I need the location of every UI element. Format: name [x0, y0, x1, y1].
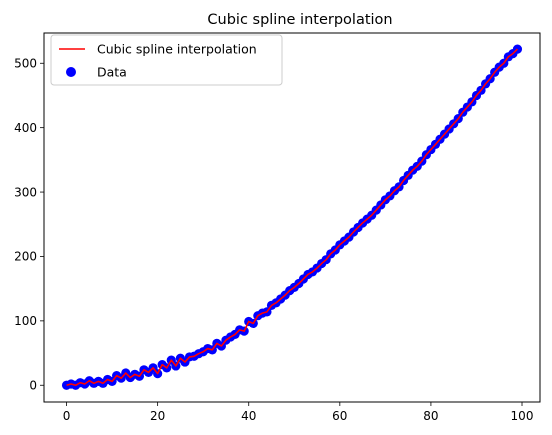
- x-tick-label: 100: [511, 409, 534, 423]
- x-tick-label: 0: [63, 409, 71, 423]
- legend-label-spline: Cubic spline interpolation: [97, 42, 257, 57]
- x-axis-ticks: 0 20 40 60 80 100: [63, 402, 534, 423]
- y-tick-label: 200: [14, 250, 37, 264]
- spline-line: [66, 48, 519, 387]
- y-tick-label: 500: [14, 56, 37, 70]
- y-axis-ticks: 0 100 200 300 400 500: [14, 56, 44, 392]
- x-tick-label: 80: [423, 409, 438, 423]
- y-tick-label: 400: [14, 121, 37, 135]
- legend-swatch-data: [66, 67, 76, 77]
- y-tick-label: 300: [14, 185, 37, 199]
- chart-title: Cubic spline interpolation: [207, 12, 392, 28]
- legend-label-data: Data: [97, 65, 127, 80]
- y-tick-label: 0: [29, 378, 37, 392]
- x-tick-label: 40: [241, 409, 256, 423]
- x-tick-label: 20: [150, 409, 165, 423]
- plot-marks: [61, 44, 523, 390]
- legend-box: [50, 34, 283, 86]
- x-tick-label: 60: [332, 409, 347, 423]
- y-tick-label: 100: [14, 314, 37, 328]
- legend: Cubic spline interpolation Data: [50, 34, 283, 86]
- plot-area-frame: [43, 32, 541, 403]
